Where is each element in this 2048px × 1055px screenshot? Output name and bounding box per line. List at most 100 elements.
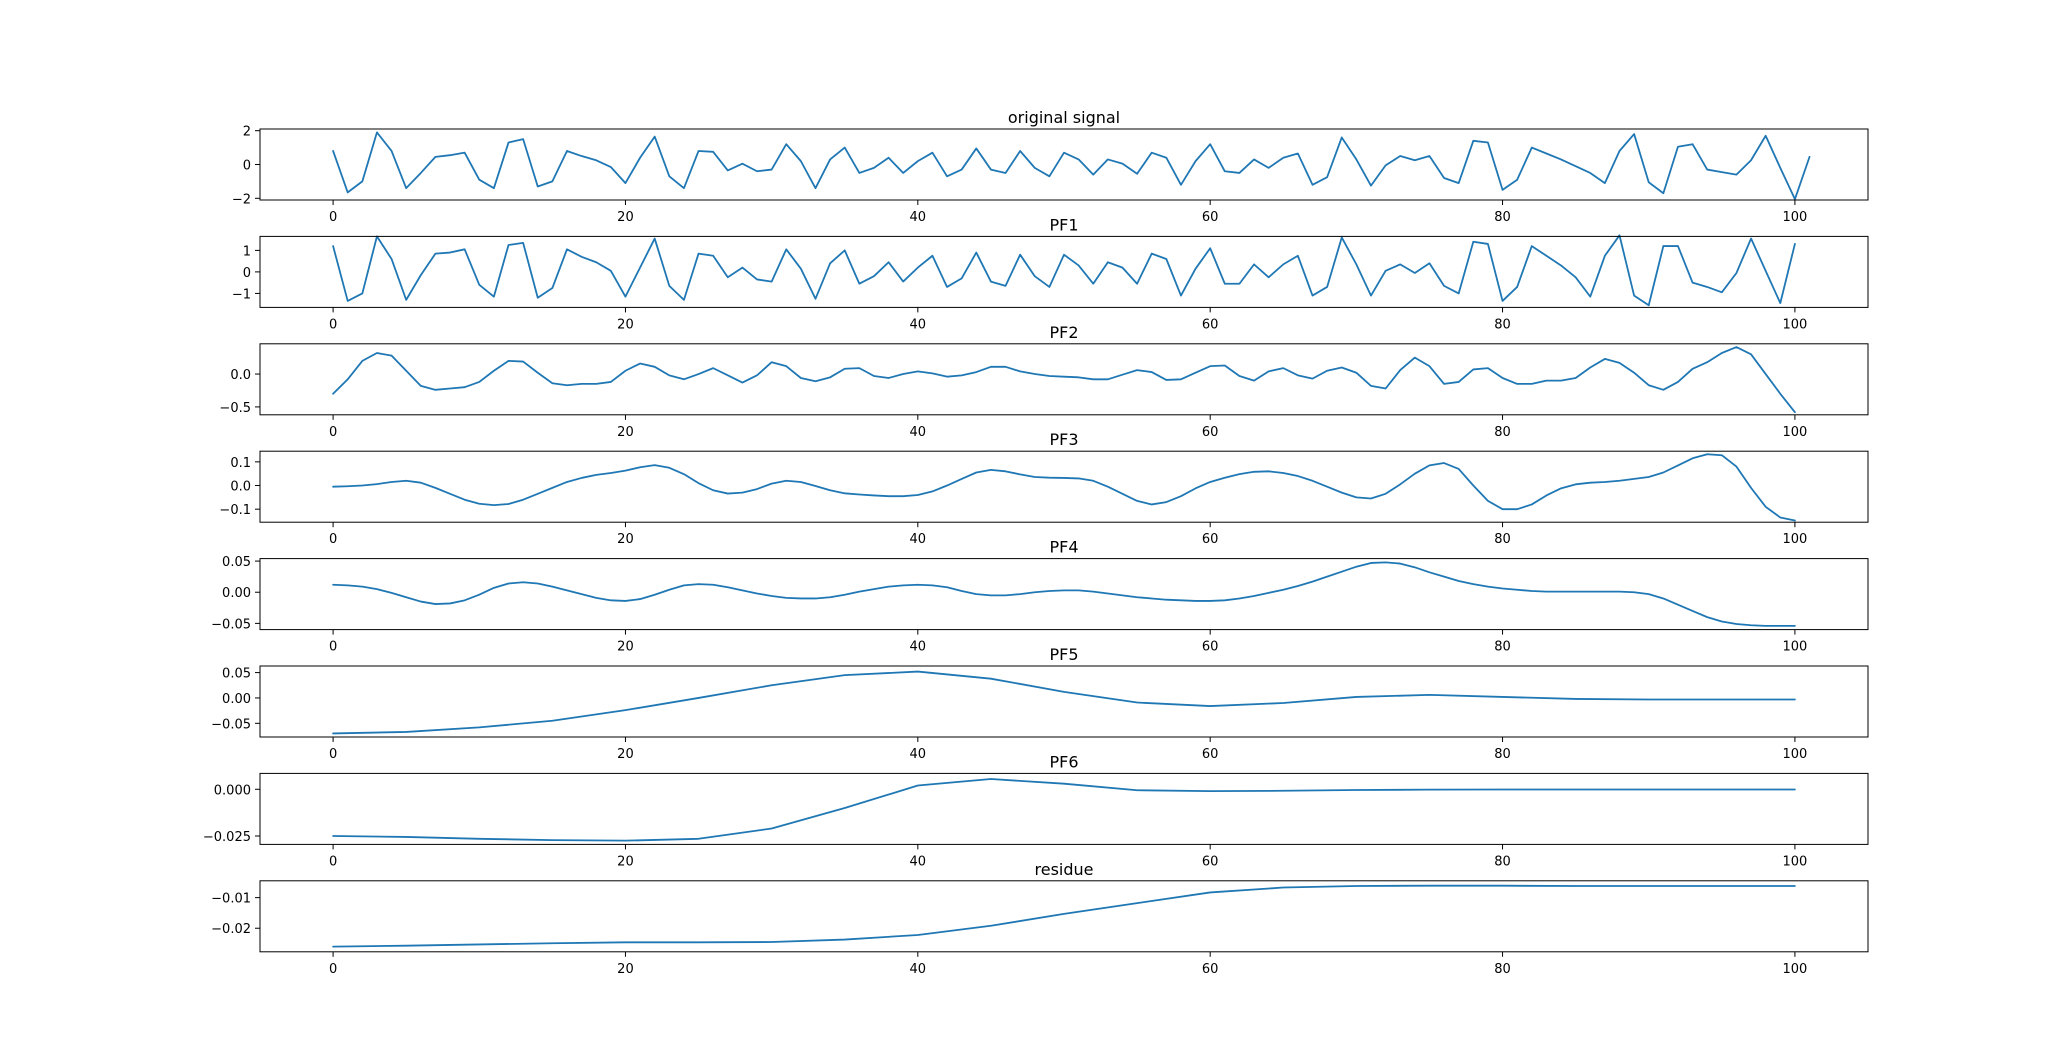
pf4-x-tick-label: 80 (1494, 640, 1511, 655)
pf4-x-tick-label: 100 (1782, 640, 1807, 655)
pf5-x-tick-label: 60 (1202, 747, 1219, 762)
pf4-y-tick-label: 0.05 (222, 555, 251, 570)
pf4-series-line (332, 561, 1796, 627)
pf1-y-tick-label: 1 (243, 244, 251, 259)
pf2-x-tick-label: 0 (329, 425, 337, 440)
original-signal-x-tick-label: 0 (329, 210, 337, 225)
residue-x-tick-label: 80 (1494, 962, 1511, 977)
pf5-panel: PF5 0 20 40 60 80 100 −0.05 0.00 0.05 (211, 645, 1869, 762)
pf4-axes-frame (259, 558, 1869, 631)
pf3-series-line (332, 453, 1796, 522)
pf2-x-tick-label: 80 (1494, 425, 1511, 440)
pf2-series-line (332, 346, 1796, 414)
pf6-x-tick-label: 80 (1494, 854, 1511, 869)
original-signal-x-tick-label: 100 (1782, 210, 1807, 225)
pf3-y-tick-label: 0.1 (230, 456, 251, 471)
residue-x-tick-label: 60 (1202, 962, 1219, 977)
pf4-x-tick-label: 40 (910, 640, 927, 655)
residue-y-tick-label: −0.02 (211, 922, 251, 937)
residue-title: residue (1035, 860, 1094, 879)
pf5-x-tick-label: 20 (617, 747, 634, 762)
pf3-panel: PF3 0 20 40 60 80 100 −0.1 0.0 0.1 (219, 430, 1869, 547)
pf5-y-tick-label: 0.05 (222, 667, 251, 682)
pf6-x-tick-label: 40 (910, 854, 927, 869)
pf3-x-tick-label: 60 (1202, 532, 1219, 547)
pf5-x-tick-label: 40 (910, 747, 927, 762)
pf6-x-tick-label: 20 (617, 854, 634, 869)
pf3-x-tick-label: 0 (329, 532, 337, 547)
pf1-panel: PF1 0 20 40 60 80 100 −1 0 1 (232, 215, 1869, 332)
pf6-series-line (332, 778, 1796, 842)
pf2-axes-frame (259, 343, 1869, 416)
pf3-y-tick-label: −0.1 (219, 503, 251, 518)
pf1-series-line (332, 234, 1796, 307)
pf1-x-tick-label: 100 (1782, 317, 1807, 332)
pf5-series-line (332, 670, 1796, 735)
pf3-x-tick-label: 80 (1494, 532, 1511, 547)
pf4-x-tick-label: 20 (617, 640, 634, 655)
pf2-x-tick-label: 20 (617, 425, 634, 440)
pf2-title: PF2 (1049, 323, 1078, 342)
pf6-y-tick-label: −0.025 (203, 830, 251, 845)
pf4-title: PF4 (1049, 538, 1078, 557)
residue-x-tick-label: 40 (910, 962, 927, 977)
pf1-x-tick-label: 40 (910, 317, 927, 332)
pf5-x-tick-label: 80 (1494, 747, 1511, 762)
pf5-title: PF5 (1049, 645, 1078, 664)
pf6-x-tick-label: 60 (1202, 854, 1219, 869)
pf4-y-tick-label: 0.00 (222, 586, 251, 601)
residue-x-tick-label: 20 (617, 962, 634, 977)
pf3-x-tick-label: 100 (1782, 532, 1807, 547)
pf5-axes-frame (259, 665, 1869, 738)
residue-series-line (332, 884, 1796, 948)
original-signal-x-tick-label: 20 (617, 210, 634, 225)
pf6-title: PF6 (1049, 752, 1078, 771)
residue-panel: residue 0 20 40 60 80 100 −0.02 −0.01 (211, 860, 1869, 977)
pf5-y-tick-label: 0.00 (222, 692, 251, 707)
pf1-title: PF1 (1049, 215, 1078, 234)
pf6-axes-frame (259, 772, 1869, 845)
pf6-panel: PF6 0 20 40 60 80 100 −0.025 0.000 (203, 752, 1869, 869)
original-signal-x-tick-label: 40 (910, 210, 927, 225)
pf2-x-tick-label: 100 (1782, 425, 1807, 440)
original-signal-x-tick-label: 80 (1494, 210, 1511, 225)
pf3-title: PF3 (1049, 430, 1078, 449)
original-signal-x-tick-label: 60 (1202, 210, 1219, 225)
pf4-panel: PF4 0 20 40 60 80 100 −0.05 0.00 0.05 (211, 538, 1869, 655)
pf4-x-tick-label: 0 (329, 640, 337, 655)
pf2-panel: PF2 0 20 40 60 80 100 −0.5 0.0 (219, 323, 1869, 440)
pf5-y-tick-label: −0.05 (211, 717, 251, 732)
residue-x-tick-label: 100 (1782, 962, 1807, 977)
original-signal-y-tick-label: −2 (232, 192, 251, 207)
pf3-x-tick-label: 20 (617, 532, 634, 547)
pf1-y-tick-label: −1 (232, 287, 251, 302)
pf5-x-tick-label: 100 (1782, 747, 1807, 762)
pf5-x-tick-label: 0 (329, 747, 337, 762)
original-signal-series-line (332, 131, 1811, 201)
pf1-x-tick-label: 20 (617, 317, 634, 332)
pf1-y-tick-label: 0 (243, 266, 251, 281)
pf1-x-tick-label: 60 (1202, 317, 1219, 332)
pf2-y-tick-label: −0.5 (219, 401, 251, 416)
pf3-x-tick-label: 40 (910, 532, 927, 547)
pf2-x-tick-label: 40 (910, 425, 927, 440)
original-signal-title: original signal (1008, 108, 1120, 127)
pf4-x-tick-label: 60 (1202, 640, 1219, 655)
original-signal-panel: original signal 0 20 40 60 80 100 −2 0 2 (232, 108, 1869, 225)
pf2-x-tick-label: 60 (1202, 425, 1219, 440)
pf3-axes-frame (259, 450, 1869, 523)
pf1-x-tick-label: 0 (329, 317, 337, 332)
pf6-x-tick-label: 0 (329, 854, 337, 869)
pf2-y-tick-label: 0.0 (230, 368, 251, 383)
residue-y-tick-label: −0.01 (211, 892, 251, 907)
original-signal-y-tick-label: 0 (243, 159, 251, 174)
pf1-x-tick-label: 80 (1494, 317, 1511, 332)
residue-axes-frame (259, 880, 1869, 953)
pf6-x-tick-label: 100 (1782, 854, 1807, 869)
pf4-y-tick-label: −0.05 (211, 617, 251, 632)
residue-x-tick-label: 0 (329, 962, 337, 977)
pf3-y-tick-label: 0.0 (230, 480, 251, 495)
original-signal-y-tick-label: 2 (243, 125, 251, 140)
